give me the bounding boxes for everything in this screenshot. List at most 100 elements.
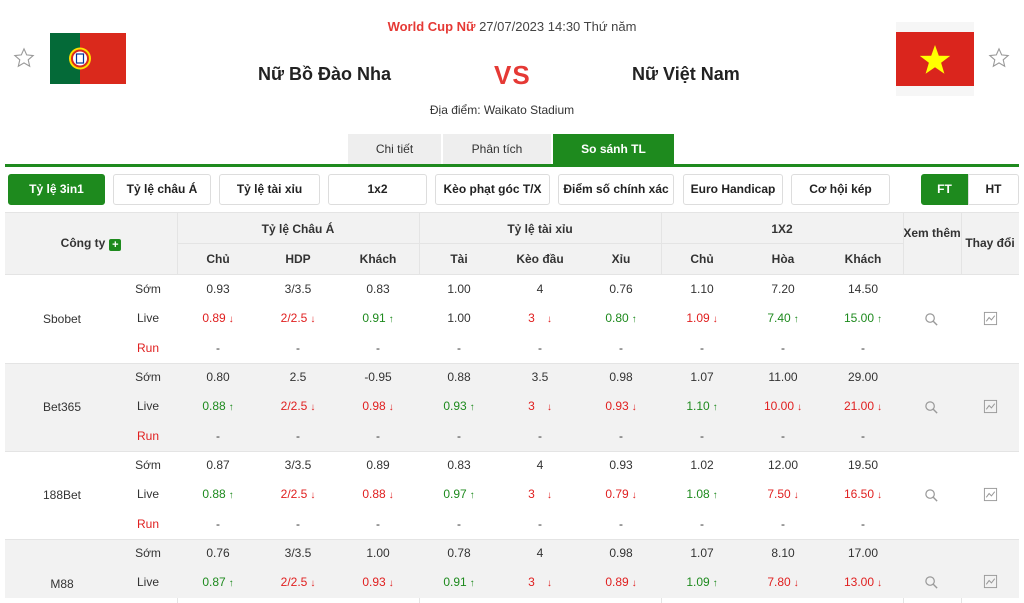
odds-cell: 1.07: [662, 546, 742, 560]
odds-cell: -: [178, 429, 258, 443]
company-name[interactable]: Sbobet: [42, 312, 82, 326]
group-divider: [5, 363, 1019, 364]
odds-value: -: [700, 516, 704, 531]
odds-cell: 21.00 ↓: [823, 399, 903, 413]
tab-detail[interactable]: Chi tiết: [348, 134, 442, 164]
odds-value: 3/3.5: [284, 458, 312, 472]
magnifier-icon[interactable]: [924, 312, 939, 327]
subheader-1: HDP: [285, 252, 311, 266]
odds-cell: 0.76: [581, 282, 661, 296]
period-ht-button[interactable]: HT: [968, 174, 1019, 205]
match-header: World Cup Nữ 27/07/2023 14:30 Thứ năm Nữ…: [0, 0, 1024, 130]
odds-value: 4: [536, 546, 544, 560]
odds-cell: 1.00: [419, 311, 499, 325]
odds-value: -: [296, 516, 300, 531]
odds-cell: 0.89 ↓: [581, 575, 661, 589]
odds-cell: -: [178, 517, 258, 531]
group-divider: [5, 539, 1019, 540]
odds-cell: 8.10: [743, 546, 823, 560]
odds-value: -: [457, 516, 461, 531]
odds-value: 0.76: [609, 282, 633, 296]
period-ft-button[interactable]: FT: [921, 174, 968, 205]
row-label: Sớm: [135, 546, 161, 560]
filter-over-under-button[interactable]: Tỷ lệ tài xỉu: [219, 174, 320, 205]
row-label: Sớm: [135, 282, 161, 296]
odds-cell: 3/3.5: [258, 546, 338, 560]
tab-analysis[interactable]: Phân tích: [443, 134, 552, 164]
filter-corner-button[interactable]: Kèo phạt góc T/X: [435, 174, 550, 205]
odds-value: -: [781, 340, 785, 355]
company-name[interactable]: M88: [50, 577, 74, 591]
odds-cell: 0.93 ↓: [338, 575, 418, 589]
odds-cell: 0.98: [581, 370, 661, 384]
odds-cell: 1.07: [662, 370, 742, 384]
line-chart-icon[interactable]: [983, 574, 998, 589]
home-team-name[interactable]: Nữ Bồ Đào Nha: [258, 64, 392, 84]
odds-cell: 7.50 ↓: [743, 487, 823, 501]
away-favorite-star-icon[interactable]: [988, 47, 1010, 69]
odds-value: 1.09: [686, 311, 710, 326]
filter-correct-score-button[interactable]: Điểm số chính xác: [558, 174, 674, 205]
odds-value: -: [457, 340, 461, 355]
arrow-down-icon: ↓: [310, 314, 316, 326]
company-group: [5, 539, 1019, 598]
home-favorite-star-icon[interactable]: [13, 47, 35, 69]
filter-euro-handicap-button[interactable]: Euro Handicap: [683, 174, 783, 205]
arrow-down-icon: ↓: [546, 490, 552, 502]
view-more-header: Xem thêm: [903, 226, 961, 240]
line-chart-icon[interactable]: [983, 311, 998, 326]
odds-value: 8.10: [771, 546, 795, 560]
add-company-plus-icon[interactable]: +: [109, 239, 122, 251]
odds-cell: -: [500, 517, 580, 531]
odds-value: -: [781, 516, 785, 531]
odds-value: 1.10: [690, 282, 714, 296]
arrow-down-icon: ↓: [388, 490, 394, 502]
arrow-down-icon: ↓: [546, 578, 552, 590]
odds-value: 3: [528, 487, 535, 502]
away-team-name[interactable]: Nữ Việt Nam: [632, 64, 740, 84]
odds-value: 3/3.5: [284, 282, 312, 296]
odds-cell: 13.00 ↓: [823, 575, 903, 589]
odds-cell: 7.20: [743, 282, 823, 296]
odds-value: 0.88: [202, 399, 226, 414]
odds-cell: -: [419, 341, 499, 355]
filter-double-chance-button[interactable]: Cơ hội kép: [791, 174, 890, 205]
odds-cell: 12.00: [743, 458, 823, 472]
odds-value: 16.50: [843, 487, 875, 502]
header-bottom-line: [5, 274, 1019, 275]
odds-value: 11.00: [768, 370, 798, 384]
filter-3in1-button[interactable]: Tỷ lệ 3in1: [8, 174, 105, 205]
odds-cell: 1.00: [419, 282, 499, 296]
filter-asian-button[interactable]: Tỷ lệ châu Á: [113, 174, 211, 205]
arrow-down-icon: ↓: [310, 402, 316, 414]
odds-value: 0.80: [206, 370, 230, 384]
odds-value: 0.88: [447, 370, 471, 384]
odds-value: 3.5: [531, 370, 549, 384]
odds-value: 2.5: [289, 370, 307, 384]
header-divider: [177, 243, 903, 244]
arrow-up-icon: ↑: [793, 314, 799, 326]
odds-value: -: [538, 428, 542, 443]
line-chart-icon[interactable]: [983, 487, 998, 502]
odds-cell: 3 ↓: [500, 311, 580, 325]
odds-cell: 1.00: [338, 546, 418, 560]
magnifier-icon[interactable]: [924, 575, 939, 590]
magnifier-icon[interactable]: [924, 400, 939, 415]
arrow-up-icon: ↑: [388, 314, 394, 326]
odds-cell: 0.83: [338, 282, 418, 296]
row-label: Sớm: [135, 458, 161, 472]
arrow-up-icon: ↑: [712, 402, 718, 414]
odds-value: 0.83: [366, 282, 390, 296]
odds-value: 10.00: [763, 399, 795, 414]
magnifier-icon[interactable]: [924, 488, 939, 503]
odds-value: -: [457, 428, 461, 443]
filter-1x2-button[interactable]: 1x2: [328, 174, 427, 205]
company-name[interactable]: 188Bet: [42, 488, 82, 502]
company-name[interactable]: Bet365: [42, 400, 82, 414]
arrow-down-icon: ↓: [388, 402, 394, 414]
tab-odds-compare[interactable]: So sánh TL: [553, 134, 675, 164]
odds-value: 1.00: [447, 311, 471, 326]
odds-value: -: [619, 516, 623, 531]
league-name[interactable]: World Cup Nữ: [387, 19, 476, 34]
line-chart-icon[interactable]: [983, 399, 998, 414]
